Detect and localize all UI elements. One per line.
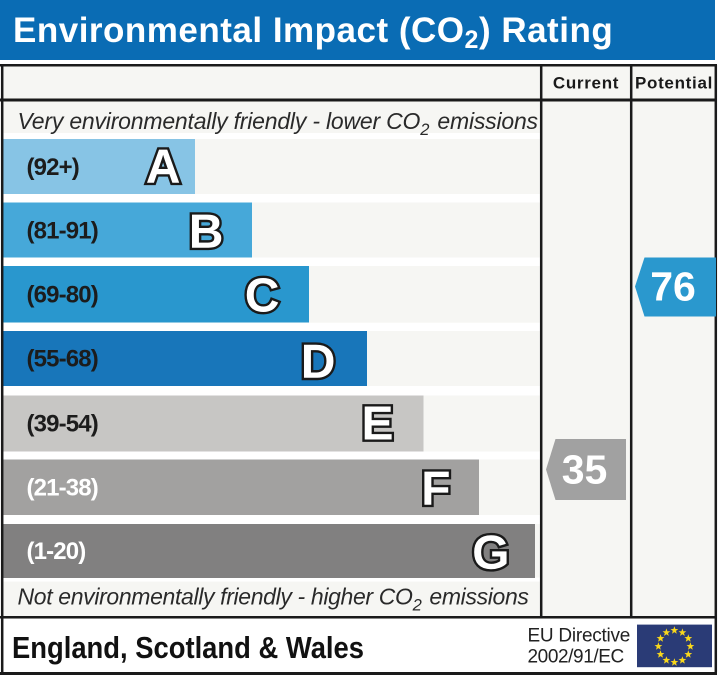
svg-text:35: 35	[562, 447, 608, 493]
svg-text:(21-38): (21-38)	[27, 475, 98, 502]
svg-text:76: 76	[650, 264, 696, 310]
svg-text:England, Scotland & Wales: England, Scotland & Wales	[12, 630, 364, 665]
svg-text:(1-20): (1-20)	[27, 538, 86, 565]
svg-text:(92+): (92+)	[27, 154, 79, 181]
svg-text:Current: Current	[553, 74, 619, 93]
svg-text:Not environmentally friendly -: Not environmentally friendly - higher CO…	[18, 584, 530, 615]
svg-text:2002/91/EC: 2002/91/EC	[528, 647, 624, 668]
svg-text:Potential: Potential	[635, 74, 713, 93]
svg-text:Environmental Impact (CO2) Rat: Environmental Impact (CO2) Rating	[13, 11, 613, 54]
svg-text:(39-54): (39-54)	[27, 411, 98, 438]
svg-text:(81-91): (81-91)	[27, 218, 98, 245]
svg-text:EU Directive: EU Directive	[528, 626, 631, 647]
svg-text:(55-68): (55-68)	[27, 346, 98, 373]
svg-text:Very environmentally friendly: Very environmentally friendly - lower CO…	[18, 108, 539, 139]
svg-text:(69-80): (69-80)	[27, 282, 98, 309]
